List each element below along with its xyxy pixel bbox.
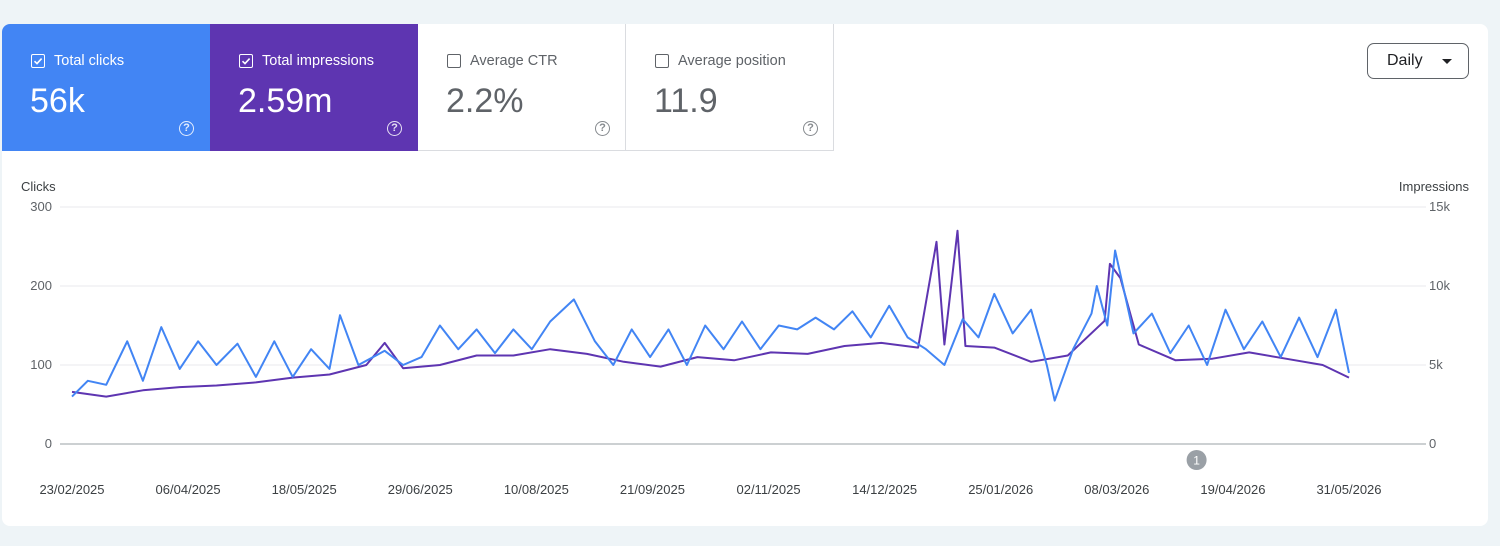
- help-icon[interactable]: ?: [387, 121, 402, 136]
- metric-total-clicks[interactable]: Total clicks 56k ?: [2, 24, 210, 151]
- select-value: Daily: [1387, 52, 1423, 69]
- metric-tiles: Total clicks 56k ? Total impressions 2.5…: [2, 24, 834, 151]
- help-icon[interactable]: ?: [803, 121, 818, 136]
- x-tick-label: 23/02/2025: [39, 482, 104, 497]
- x-tick-label: 29/06/2025: [388, 482, 453, 497]
- annotation-marker-label: 1: [1193, 454, 1200, 468]
- x-tick-label: 02/11/2025: [736, 482, 800, 497]
- left-tick-label: 200: [30, 278, 52, 293]
- metric-value: 2.59m: [238, 82, 333, 120]
- x-tick-label: 18/05/2025: [272, 482, 337, 497]
- metric-label: Average position: [678, 53, 786, 69]
- right-tick-label: 15k: [1429, 199, 1450, 214]
- metric-value: 2.2%: [446, 82, 524, 120]
- metric-label: Average CTR: [470, 53, 558, 69]
- metric-value: 56k: [30, 82, 85, 120]
- checkbox-checked-icon[interactable]: [239, 54, 253, 68]
- metric-label: Total clicks: [54, 53, 125, 69]
- metric-average-ctr[interactable]: Average CTR 2.2% ?: [418, 24, 626, 151]
- x-tick-label: 19/04/2026: [1200, 482, 1265, 497]
- performance-card: Total clicks 56k ? Total impressions 2.5…: [2, 24, 1488, 526]
- checkbox-unchecked-icon[interactable]: [447, 54, 461, 68]
- x-tick-label: 08/03/2026: [1084, 482, 1149, 497]
- x-tick-label: 14/12/2025: [852, 482, 917, 497]
- series-line-total-clicks: [71, 249, 1350, 402]
- left-axis-title: Clicks: [21, 179, 56, 194]
- date-granularity-select[interactable]: Daily: [1367, 43, 1469, 79]
- left-tick-label: 300: [30, 199, 52, 214]
- right-axis-title: Impressions: [1399, 179, 1470, 194]
- metric-average-position[interactable]: Average position 11.9 ?: [626, 24, 834, 151]
- dropdown-caret-icon: [1442, 59, 1452, 64]
- annotation-marker: [1186, 450, 1207, 470]
- right-tick-label: 5k: [1429, 357, 1443, 372]
- right-tick-label: 0: [1429, 436, 1436, 451]
- right-tick-label: 10k: [1429, 278, 1450, 293]
- help-icon[interactable]: ?: [595, 121, 610, 136]
- metric-label: Total impressions: [262, 53, 375, 69]
- checkbox-checked-icon[interactable]: [31, 54, 45, 68]
- metric-value: 11.9: [654, 82, 718, 120]
- series-line-total-impressions: [71, 229, 1350, 398]
- checkbox-unchecked-icon[interactable]: [655, 54, 669, 68]
- left-tick-label: 100: [30, 357, 52, 372]
- x-tick-label: 31/05/2026: [1316, 482, 1381, 497]
- x-tick-label: 25/01/2026: [968, 482, 1033, 497]
- x-tick-label: 21/09/2025: [620, 482, 685, 497]
- left-tick-label: 0: [45, 436, 52, 451]
- help-icon[interactable]: ?: [179, 121, 194, 136]
- x-tick-label: 06/04/2025: [156, 482, 221, 497]
- metric-total-impressions[interactable]: Total impressions 2.59m ?: [210, 24, 418, 151]
- x-tick-label: 10/08/2025: [504, 482, 569, 497]
